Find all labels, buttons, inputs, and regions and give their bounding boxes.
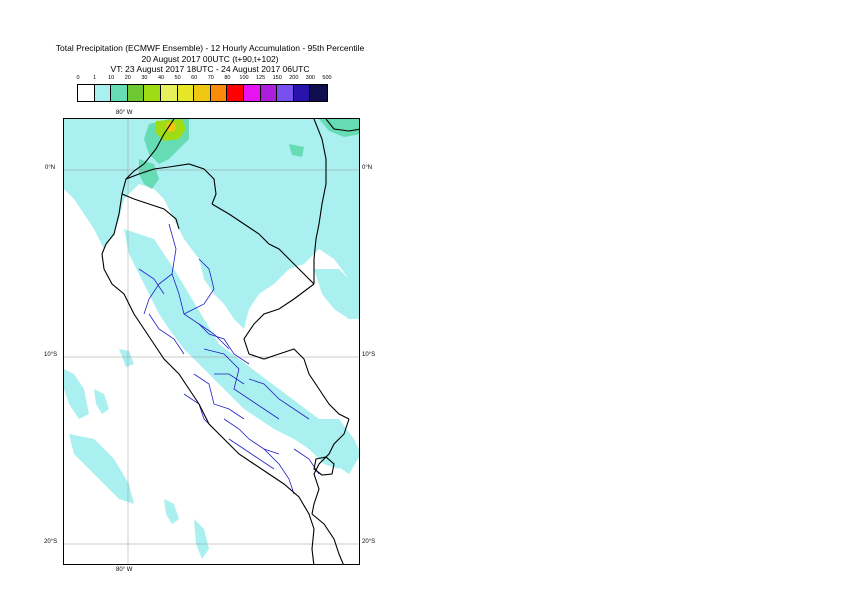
legend-swatch-8 (210, 85, 228, 101)
legend-color-boxes (77, 84, 328, 102)
chart-title: Total Precipitation (ECMWF Ensemble) - 1… (55, 43, 365, 53)
lake-titicaca (313, 456, 335, 476)
peru-colombia-border (211, 203, 315, 285)
peru-north-border (121, 193, 180, 230)
country-borders (101, 119, 359, 564)
precip-north-band (64, 119, 359, 329)
precip-ocean-streak-5 (194, 519, 209, 559)
precip-ocean-streak-3 (94, 389, 109, 414)
precip-moderate-east (289, 144, 304, 157)
precip-light-areas (64, 119, 359, 559)
legend-label-14: 300 (305, 75, 315, 81)
legend-swatch-10 (243, 85, 261, 101)
color-legend: 0 1 10 20 30 40 50 60 70 80 100 125 150 200 300 500 (76, 75, 347, 102)
legend-label-9: 80 (224, 75, 231, 81)
legend-label-4: 30 (141, 75, 148, 81)
lat-label-right-0: 0°N (362, 165, 373, 171)
lon-label-top: 80° W (116, 110, 133, 116)
map-canvas (64, 119, 359, 564)
map-panel[interactable] (63, 118, 360, 565)
legend-label-2: 10 (108, 75, 115, 81)
legend-label-11: 125 (256, 75, 266, 81)
precip-ocean-streak-4 (164, 499, 179, 524)
precip-south-east-patch (319, 419, 359, 474)
precip-andes-band (124, 229, 344, 469)
admin-borders (138, 223, 320, 495)
peru-bolivia-border (311, 418, 350, 515)
legend-label-7: 60 (191, 75, 198, 81)
legend-label-5: 40 (157, 75, 165, 81)
legend-swatch-2 (111, 85, 128, 101)
coastline (101, 119, 315, 564)
precip-moderate-coast (139, 159, 159, 189)
legend-swatch-14 (310, 85, 327, 101)
legend-swatch-0 (78, 85, 95, 101)
lat-label-left-20: 20°S (44, 539, 58, 545)
legend-labels: 0 1 10 20 30 40 50 60 70 80 100 125 150 200 300 500 (76, 75, 347, 84)
legend-label-10: 100 (239, 75, 249, 81)
legend-label-15: 500 (322, 75, 332, 81)
brazil-east (325, 119, 359, 132)
legend-swatch-11 (260, 85, 278, 101)
precip-east-extension (314, 269, 359, 319)
legend-swatch-1 (94, 85, 112, 101)
legend-label-1: 1 (93, 75, 97, 81)
lat-label-right-20: 20°S (362, 539, 376, 545)
legend-swatch-3 (127, 85, 145, 101)
precip-ocean-streak-1 (64, 369, 89, 419)
peru-brazil-border (243, 283, 350, 420)
chart-title-block: Total Precipitation (ECMWF Ensemble) - 1… (20, 43, 400, 75)
lat-label-right-10: 10°S (362, 352, 376, 358)
legend-label-8: 70 (207, 75, 214, 81)
ecuador-colombia-border (125, 163, 217, 205)
lat-label-left-0: 0°N (45, 165, 56, 171)
legend-swatch-5 (160, 85, 178, 101)
bolivia-chile-border (311, 513, 344, 564)
lat-label-left-10: 10°S (44, 352, 58, 358)
run-time: 20 August 2017 00UTC (t+90,t+102) (141, 53, 279, 64)
legend-swatch-12 (277, 85, 294, 101)
graticule (64, 119, 359, 564)
legend-label-0: 0 (76, 75, 80, 81)
legend-swatch-6 (177, 85, 195, 101)
legend-swatch-9 (227, 85, 244, 101)
legend-label-12: 150 (272, 75, 282, 81)
valid-time: VT: 23 August 2017 18UTC - 24 August 201… (110, 64, 310, 74)
legend-label-3: 20 (124, 75, 131, 81)
legend-swatch-7 (194, 85, 211, 101)
precip-ocean-streak-2 (69, 434, 134, 504)
legend-label-6: 50 (174, 75, 181, 81)
legend-swatch-13 (293, 85, 311, 101)
lon-label-bottom: 80° W (116, 567, 133, 573)
colombia-brazil-border (313, 119, 327, 284)
precip-ocean-streak-6 (119, 349, 134, 367)
legend-swatch-4 (144, 85, 161, 101)
legend-label-13: 200 (289, 75, 299, 81)
precip-peak-cell (166, 122, 176, 132)
